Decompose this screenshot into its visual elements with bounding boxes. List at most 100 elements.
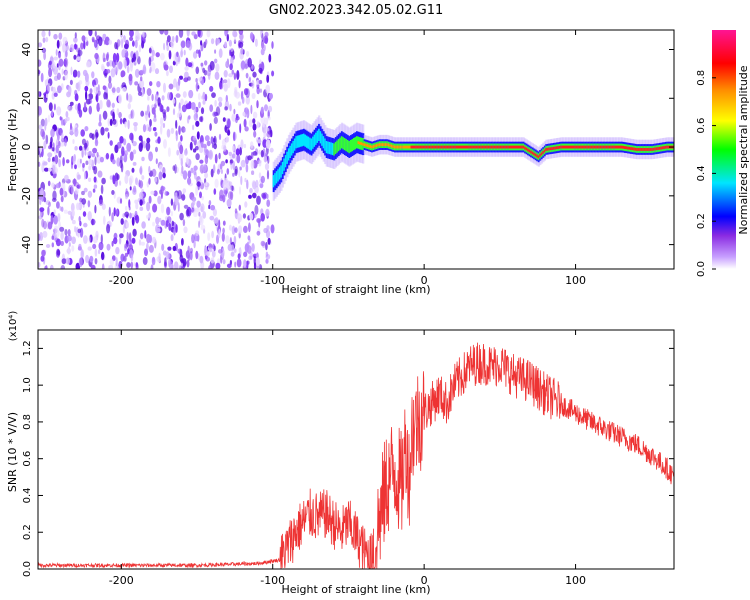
noise-speck bbox=[263, 117, 269, 126]
noise-speck bbox=[135, 177, 138, 185]
noise-speck bbox=[53, 215, 58, 225]
ridge-core bbox=[440, 145, 443, 149]
noise-speck bbox=[154, 131, 158, 137]
ridge-mid bbox=[318, 128, 321, 141]
noise-speck bbox=[140, 69, 145, 74]
noise-speck bbox=[243, 259, 247, 268]
noise-speck bbox=[92, 188, 96, 193]
ridge-core bbox=[639, 148, 642, 151]
noise-speck bbox=[218, 228, 221, 239]
noise-speck bbox=[190, 167, 194, 174]
noise-speck bbox=[184, 66, 189, 71]
noise-speck bbox=[231, 153, 236, 159]
noise-speck bbox=[113, 232, 118, 240]
noise-speck bbox=[148, 165, 151, 174]
noise-speck bbox=[135, 262, 138, 268]
noise-speck bbox=[265, 251, 269, 257]
noise-speck bbox=[70, 66, 73, 76]
ridge-core bbox=[446, 145, 450, 149]
noise-speck bbox=[51, 242, 54, 248]
noise-speck bbox=[73, 178, 76, 187]
ridge-core bbox=[369, 145, 372, 148]
noise-speck bbox=[211, 250, 216, 258]
ridge-mid bbox=[292, 141, 295, 154]
noise-speck bbox=[83, 222, 88, 228]
noise-speck bbox=[238, 225, 243, 234]
noise-speck bbox=[73, 37, 78, 43]
noise-speck bbox=[179, 75, 183, 80]
x-tick-label: 0 bbox=[421, 574, 428, 587]
noise-speck bbox=[260, 240, 266, 247]
noise-speck bbox=[226, 180, 231, 191]
noise-speck bbox=[238, 30, 244, 35]
noise-speck bbox=[40, 255, 45, 262]
noise-speck bbox=[145, 141, 151, 152]
noise-speck bbox=[116, 108, 120, 116]
noise-speck bbox=[196, 200, 201, 208]
noise-speck bbox=[133, 122, 138, 127]
noise-speck bbox=[121, 49, 126, 58]
noise-speck bbox=[175, 35, 179, 43]
noise-speck bbox=[101, 177, 106, 185]
noise-speck bbox=[68, 184, 73, 194]
noise-speck bbox=[254, 204, 259, 215]
noise-speck bbox=[124, 59, 127, 69]
ridge-core bbox=[498, 145, 501, 149]
x-tick-label: 100 bbox=[565, 274, 586, 287]
noise-speck bbox=[56, 249, 61, 256]
ridge-core bbox=[607, 145, 610, 149]
noise-speck bbox=[45, 36, 49, 43]
noise-speck bbox=[214, 178, 219, 188]
noise-speck bbox=[189, 141, 193, 151]
noise-speck bbox=[195, 82, 199, 92]
snr-xlabel: Height of straight line (km) bbox=[281, 583, 430, 596]
noise-speck bbox=[58, 158, 61, 168]
noise-speck bbox=[77, 232, 80, 238]
noise-speck bbox=[48, 60, 52, 66]
ridge-mid bbox=[328, 141, 331, 155]
noise-speck bbox=[265, 208, 270, 217]
noise-speck bbox=[162, 250, 167, 256]
noise-speck bbox=[251, 79, 255, 89]
ridge-core bbox=[422, 145, 425, 149]
ridge-core bbox=[363, 143, 366, 147]
noise-speck bbox=[186, 30, 190, 37]
ridge-core bbox=[533, 152, 536, 156]
noise-speck bbox=[177, 190, 183, 200]
ridge-core bbox=[404, 145, 407, 149]
noise-speck bbox=[126, 65, 130, 74]
ridge-core bbox=[507, 145, 510, 149]
noise-speck bbox=[92, 147, 98, 154]
x-tick-label: -200 bbox=[109, 274, 134, 287]
x-tick-label: 0 bbox=[421, 274, 428, 287]
noise-speck bbox=[101, 65, 105, 72]
ridge-core bbox=[463, 145, 466, 149]
noise-speck bbox=[139, 167, 143, 175]
noise-speck bbox=[88, 165, 92, 171]
noise-speck bbox=[43, 167, 49, 172]
noise-speck bbox=[155, 94, 159, 100]
noise-speck bbox=[98, 241, 104, 251]
noise-speck bbox=[192, 124, 195, 131]
noise-speck bbox=[87, 200, 91, 208]
y-tick-label: 1.0 bbox=[22, 377, 33, 393]
noise-speck bbox=[58, 150, 62, 158]
ridge-core bbox=[449, 145, 453, 149]
noise-speck bbox=[131, 167, 135, 173]
noise-speck bbox=[265, 258, 269, 264]
noise-speck bbox=[204, 93, 208, 102]
noise-speck bbox=[232, 160, 235, 171]
noise-speck bbox=[134, 68, 140, 78]
noise-speck bbox=[63, 209, 68, 214]
noise-speck bbox=[72, 139, 75, 144]
ridge-mid bbox=[331, 142, 334, 156]
noise-speck bbox=[48, 102, 53, 112]
noise-speck bbox=[202, 164, 207, 173]
noise-speck bbox=[268, 105, 273, 113]
noise-speck bbox=[142, 257, 148, 265]
noise-speck bbox=[103, 215, 106, 225]
noise-speck bbox=[98, 121, 102, 127]
ridge-core bbox=[574, 145, 577, 149]
noise-speck bbox=[94, 204, 97, 214]
noise-speck bbox=[231, 113, 237, 122]
